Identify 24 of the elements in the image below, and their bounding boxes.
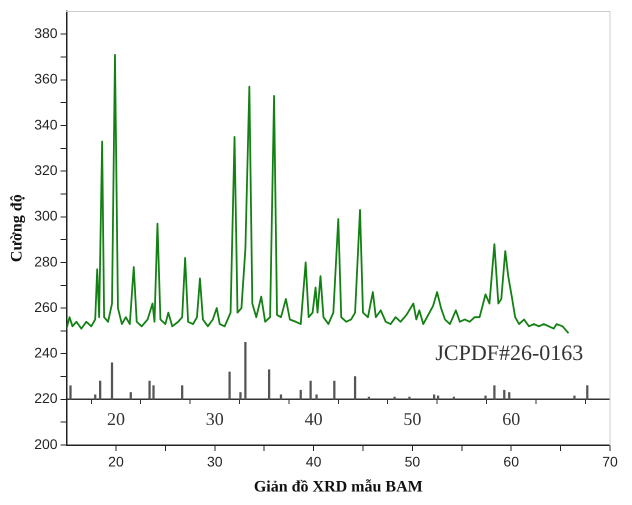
y-tick-label: 200 [34,436,58,452]
y-axis-title: Cường độ [8,194,26,262]
x2-tick-label: 60 [502,408,520,429]
y-tick-label: 280 [34,253,58,270]
x2-tick-label: 20 [106,408,125,429]
y-tick-label: 300 [34,208,58,224]
y-tick-label: 360 [34,70,58,87]
x-tick-label: 40 [306,453,322,470]
y-tick-label: 260 [34,298,58,315]
y-tick-label: 340 [34,116,58,132]
x-tick-label: 30 [206,453,223,470]
y-tick-label: 380 [34,25,58,42]
x2-tick-label: 30 [206,408,224,429]
x-tick-label: 20 [108,453,124,470]
y-tick-label: 220 [34,390,58,406]
x-tick-label: 60 [503,453,520,470]
series-label: JCPDF#26-0163 [435,340,584,366]
x-tick-label: 70 [602,453,618,470]
x-tick-label: 50 [404,453,420,470]
x-axis-title: Giản đồ XRD mẫu BAM [254,478,423,496]
x2-tick-label: 50 [403,408,422,429]
y-tick-label: 320 [34,162,58,178]
y-tick-label: 240 [34,344,58,361]
x2-tick-label: 40 [304,408,323,429]
